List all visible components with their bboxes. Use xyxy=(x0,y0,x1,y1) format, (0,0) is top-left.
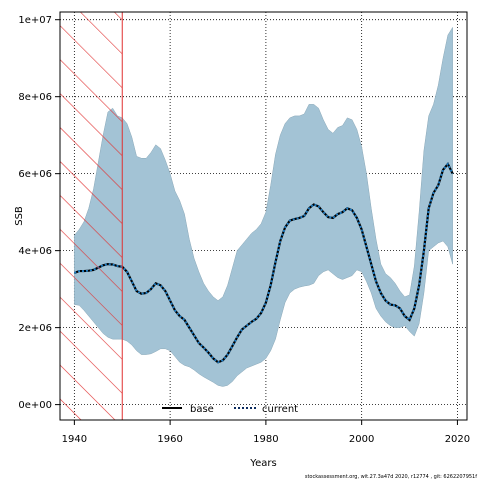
series-current-line xyxy=(74,162,454,364)
x-tick-label: 1980 xyxy=(253,434,278,445)
y-tick-label: 2e+06 xyxy=(18,323,52,334)
y-tick-label: 4e+06 xyxy=(18,246,52,257)
footer-credit: stockassessment.org, wit.27.3a47d 2020, … xyxy=(305,474,477,480)
y-tick-label: 0e+00 xyxy=(18,400,52,411)
y-axis-label: SSB xyxy=(14,206,25,226)
x-tick-label: 2020 xyxy=(445,434,470,445)
hatched-region xyxy=(60,12,123,420)
legend-current-label: current xyxy=(262,404,298,415)
y-tick-label: 1e+07 xyxy=(18,15,52,26)
y-tick-label: 6e+06 xyxy=(18,169,52,180)
legend: base current xyxy=(162,404,298,415)
x-tick-label: 1960 xyxy=(157,434,182,445)
x-axis-label: Years xyxy=(249,458,276,469)
legend-base-label: base xyxy=(190,404,214,415)
x-tick-label: 2000 xyxy=(349,434,374,445)
x-tick-label: 1940 xyxy=(62,434,87,445)
confidence-band-current xyxy=(74,26,453,387)
plot-frame xyxy=(59,11,468,421)
y-tick-label: 8e+06 xyxy=(18,92,52,103)
